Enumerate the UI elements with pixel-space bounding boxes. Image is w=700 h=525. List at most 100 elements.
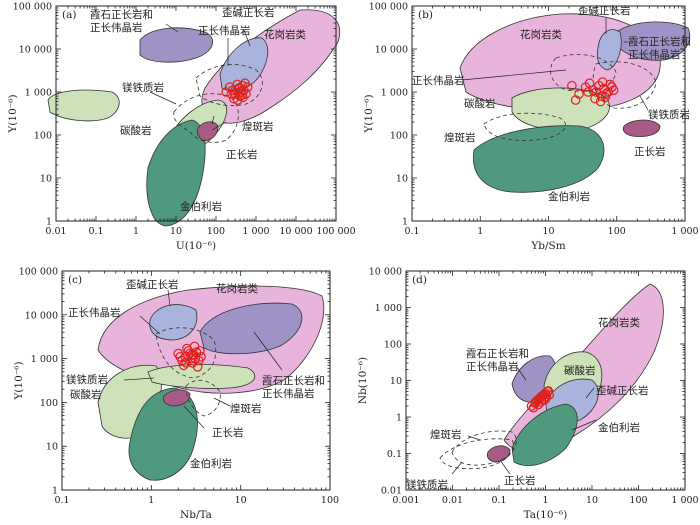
- panel-label: (a): [62, 9, 76, 21]
- leader-pegmatite-c: [139, 315, 161, 335]
- x-tick-label: 100: [608, 226, 626, 237]
- x-tick-label: 100 000: [316, 226, 355, 237]
- label-mafic-c: 镁铁质岩: [66, 373, 108, 386]
- sample-points-a: [221, 78, 253, 105]
- label-granite-a: 花岗岩类: [264, 28, 306, 41]
- label-mafic-a: 镁铁质岩: [122, 81, 164, 94]
- sample-point: [600, 92, 611, 103]
- x-axis-label: Nb/Ta: [180, 509, 212, 521]
- label-peralkaline-d: 歪碱正长岩: [596, 384, 649, 397]
- label-nepheline-1-c: 霞石正长岩和: [262, 374, 325, 387]
- sample-point: [175, 351, 185, 362]
- y-tick-label: 1 000: [375, 303, 402, 314]
- sample-point: [178, 360, 189, 371]
- y-tick-label: 1: [46, 217, 52, 228]
- label-mafic-d: 镁铁质岩: [406, 478, 448, 491]
- sample-point: [237, 90, 247, 100]
- panel-a: 0.01 0.1 1 10 100 1 000 10 000 100 000 1 10 100 1 0…: [7, 2, 356, 253]
- label-carbonatite-b: 碳酸岩: [464, 97, 496, 110]
- y-tick-label: 1: [396, 413, 402, 424]
- y-tick-label: 100 000: [13, 2, 52, 13]
- y-tick-label: 10: [390, 376, 402, 387]
- leader-carbonatite-d: [565, 367, 573, 373]
- y-tick-label: 100 000: [19, 267, 58, 278]
- label-nepheline-2-d: 正长伟晶岩: [466, 360, 519, 373]
- x-tick-label: 0.1: [88, 226, 103, 237]
- sample-point: [597, 77, 608, 87]
- region-nepheline-syenite: [611, 21, 690, 61]
- x-tick-label: 0.01: [45, 226, 66, 237]
- y-tick-label: 10 000: [375, 45, 408, 56]
- leader-mafic-a: [149, 91, 177, 105]
- sample-point: [583, 87, 593, 97]
- sample-point: [590, 93, 600, 104]
- leader-nepheline-c: [253, 331, 283, 371]
- x-tick-label: 10: [586, 495, 598, 506]
- label-peralkaline-c: 歪碱正长岩: [126, 278, 179, 291]
- leader-mafic-d: [451, 461, 463, 475]
- sample-point: [221, 87, 232, 97]
- y-tick-label: 100: [40, 398, 58, 409]
- label-pegmatite-c: 正长伟晶岩: [68, 306, 121, 319]
- region-kimberlite: [511, 403, 578, 466]
- x-tick-label: 10: [235, 495, 247, 506]
- sample-point: [196, 351, 206, 362]
- plot-frame: [61, 270, 331, 491]
- y-axis-label: Nb(10⁻⁶): [357, 357, 369, 404]
- region-lamprophyre: [451, 430, 517, 466]
- leader-lamprophyre-c: [213, 397, 231, 407]
- x-axis-label: Ta(10⁻⁶): [524, 509, 568, 521]
- sample-point: [537, 391, 548, 401]
- y-tick-label: 10: [396, 174, 408, 185]
- y-tick-label: 1 000: [381, 88, 408, 99]
- label-nepheline-2-c: 正长伟晶岩: [262, 387, 315, 400]
- y-tick-label: 10 000: [19, 45, 52, 56]
- x-tick-label: 1: [477, 226, 483, 237]
- label-nepheline-2-a: 正长伟晶岩: [90, 21, 143, 34]
- y-tick-label: 10 000: [25, 310, 58, 321]
- region-nepheline-syenite: [199, 302, 303, 355]
- y-axis-label: Y(10⁻⁶): [7, 94, 19, 133]
- region-syenite-pegmatite: [550, 54, 617, 92]
- label-granite-c: 花岗岩类: [216, 282, 258, 295]
- x-tick-label: 10: [542, 226, 554, 237]
- sample-point: [189, 341, 200, 352]
- label-orthoclasite-d: 正长岩: [504, 474, 536, 487]
- label-mafic-b: 镁铁质岩: [648, 108, 690, 121]
- plot-frame: [55, 5, 337, 222]
- leader-orthoclasite-d: [499, 459, 511, 475]
- leader-nepheline-d: [515, 365, 527, 381]
- sample-points-d: [526, 386, 554, 413]
- region-kimberlite: [128, 387, 198, 481]
- region-mafic-rock: [47, 89, 120, 122]
- leader-orthoclasite-a: [211, 121, 227, 131]
- region-mafic-rock: [439, 438, 514, 470]
- y-axis-label: Y(10⁻⁶): [363, 94, 375, 133]
- leader-pegmatite-b: [461, 69, 567, 81]
- x-tick-label: 10 000: [279, 226, 312, 237]
- y-tick-label: 10 000: [369, 267, 402, 278]
- label-kimberlite-c: 金伯利岩: [190, 457, 232, 470]
- panel-label: (b): [418, 9, 433, 21]
- region-orthoclasite: [622, 119, 661, 137]
- label-orthoclasite-b: 正长岩: [634, 145, 666, 158]
- leader-lamprophyre-d: [467, 435, 481, 441]
- x-tick-label: 1: [133, 226, 139, 237]
- region-kimberlite: [472, 125, 605, 193]
- sample-point: [567, 80, 577, 91]
- region-peralkaline-syenite: [149, 304, 198, 341]
- leader-mafic-c: [123, 377, 155, 381]
- sample-point: [185, 348, 195, 359]
- x-axis-label: U(10⁻⁶): [176, 240, 216, 252]
- label-lamprophyre-c: 煌斑岩: [230, 402, 262, 415]
- region-mafic-rock: [147, 364, 256, 389]
- sample-point: [181, 358, 191, 368]
- sample-points-c: [173, 341, 206, 372]
- label-carbonatite-c: 碳酸岩: [70, 388, 102, 401]
- y-tick-label: 1: [52, 486, 58, 497]
